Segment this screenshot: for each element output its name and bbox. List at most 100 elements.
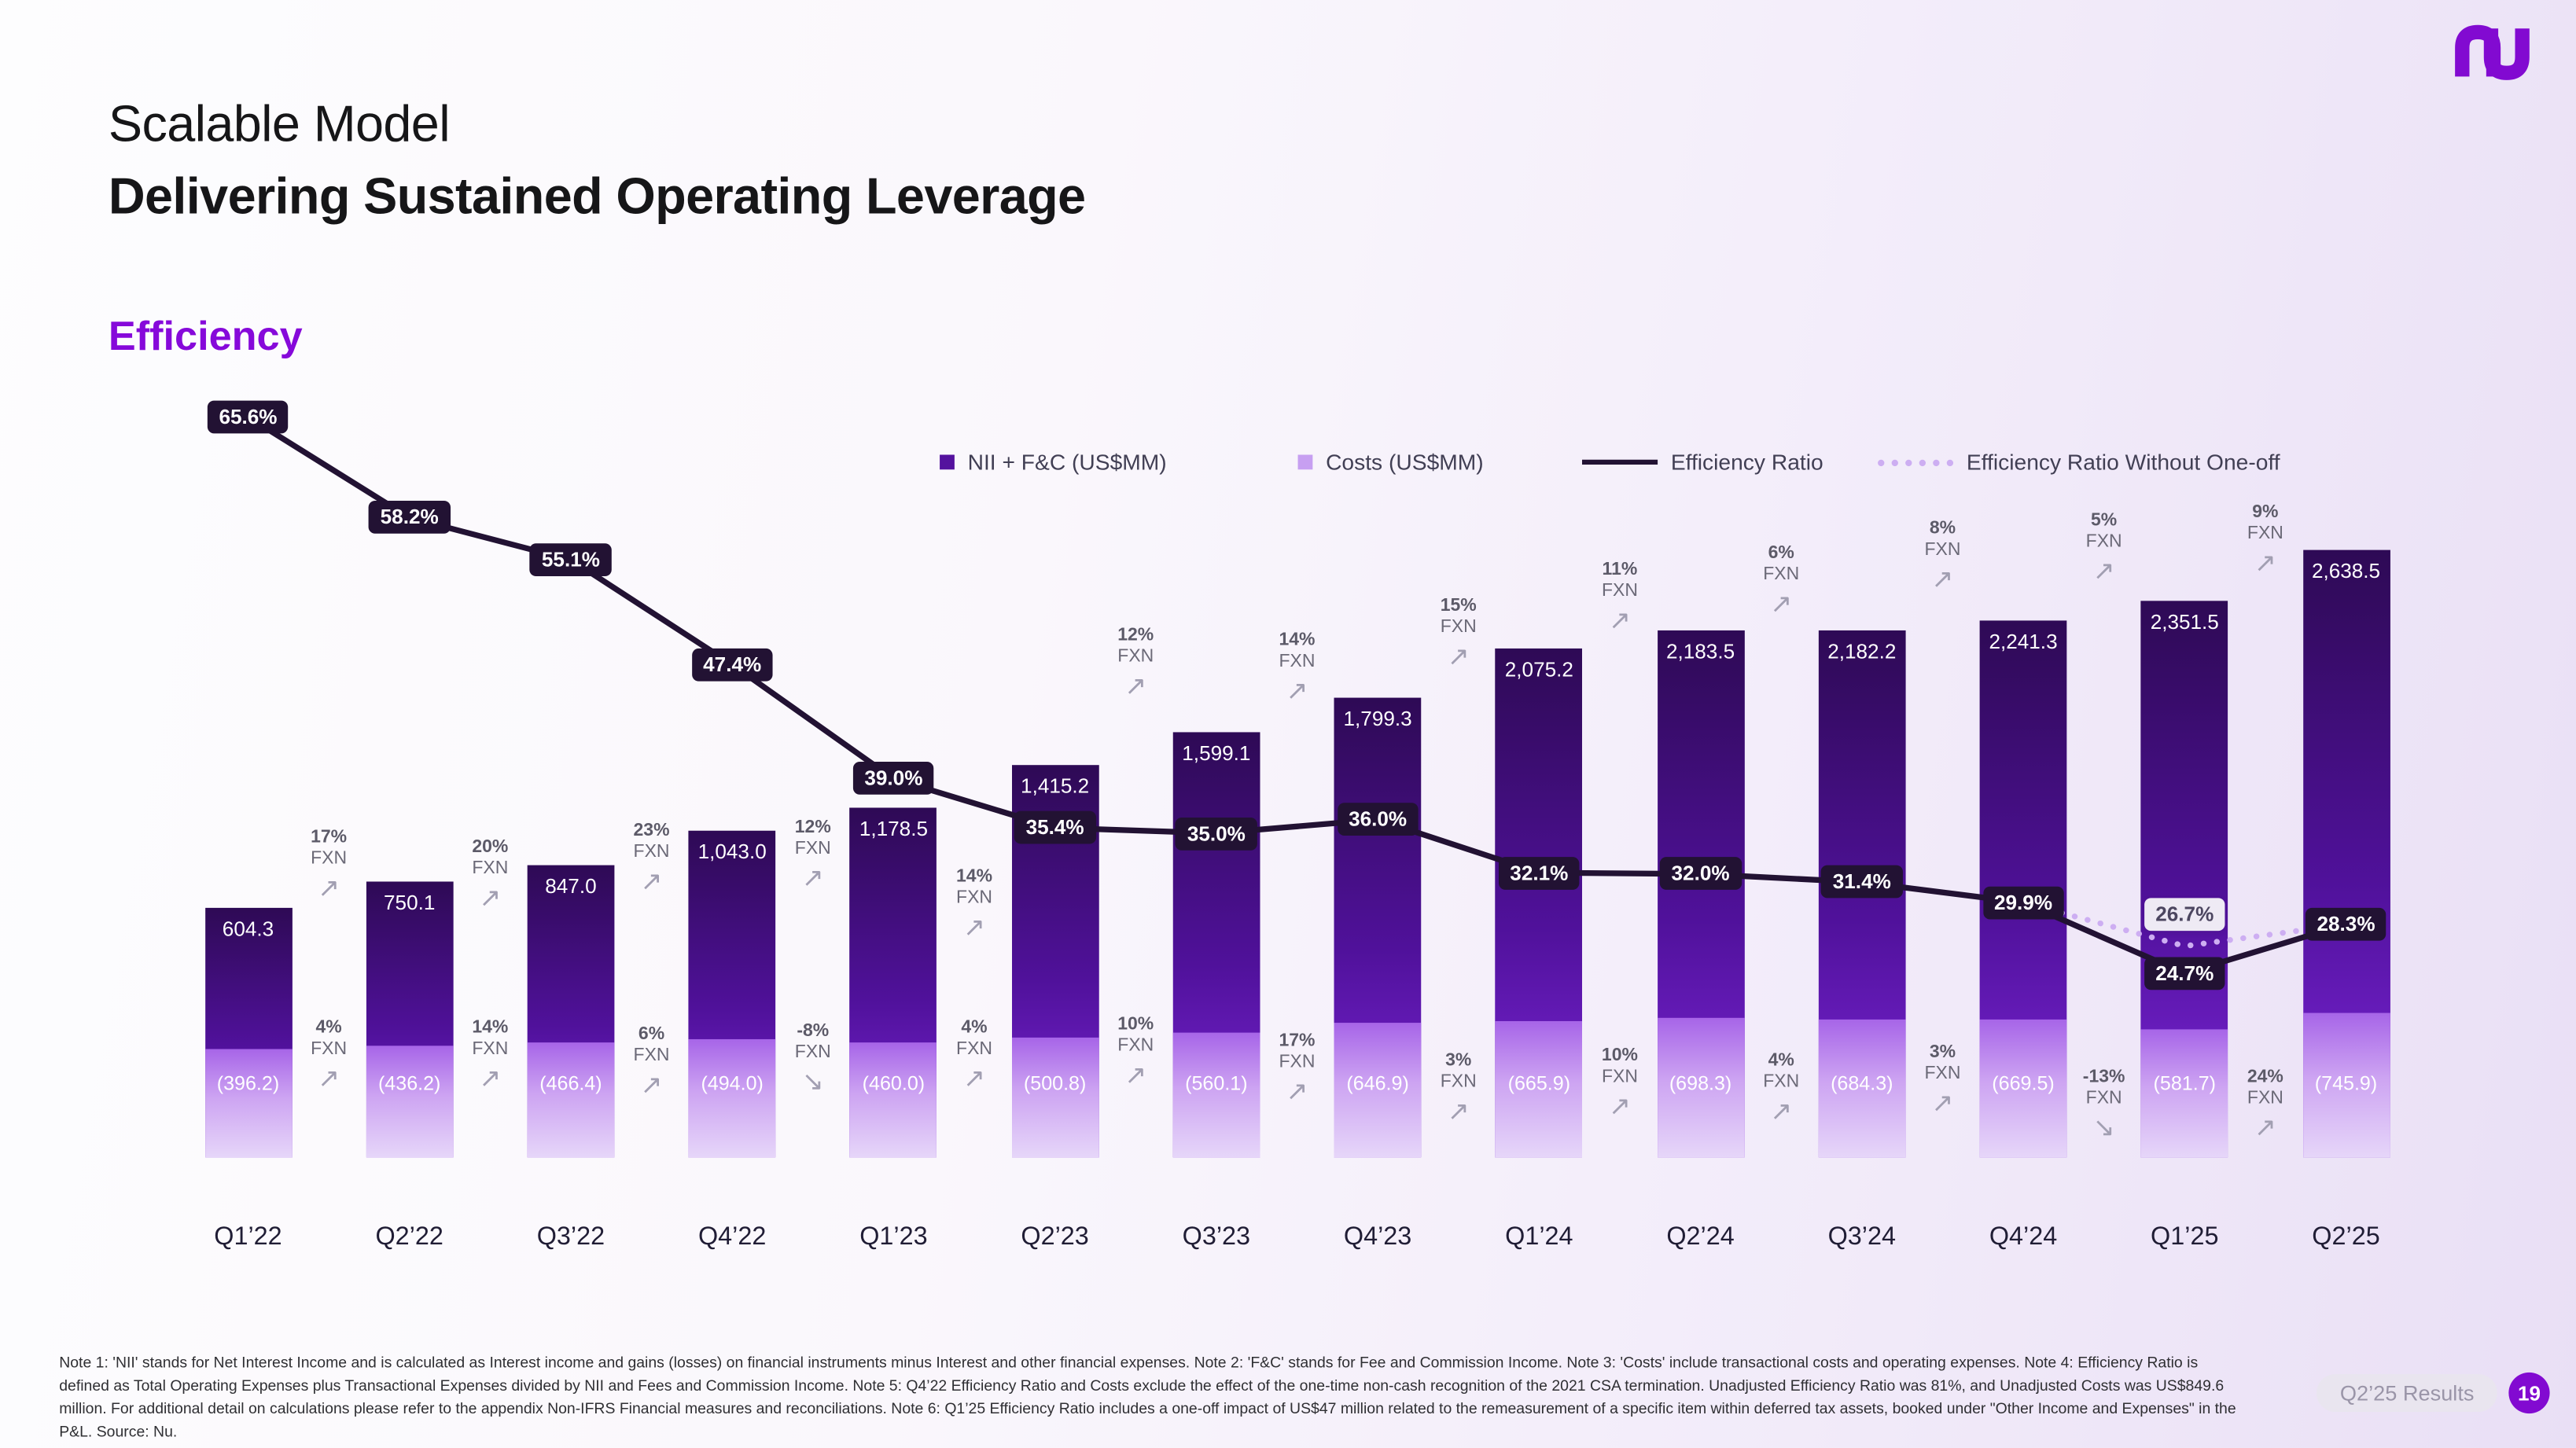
quarter-label: Q1’23 — [859, 1222, 928, 1251]
fxn-percent: 11% — [1602, 560, 1638, 580]
cost-value-label: (646.9) — [1346, 1071, 1409, 1095]
growth-arrow-icon: ↗ — [1931, 1086, 1954, 1119]
fxn-percent: 8% — [1929, 518, 1956, 538]
growth-arrow-icon: ↘ — [2092, 1111, 2115, 1143]
fxn-annotation: 4% FXN ↗ — [956, 1018, 992, 1092]
growth-arrow-icon: ↗ — [1931, 563, 1954, 595]
nii-value-label: 1,799.3 — [1343, 707, 1412, 731]
fxn-suffix: FXN — [472, 1038, 509, 1060]
fxn-suffix: FXN — [1601, 1067, 1638, 1087]
efficiency-ratio-label: 31.4% — [1821, 865, 1903, 899]
cost-bar — [1495, 1020, 1583, 1158]
growth-arrow-icon: ↗ — [1608, 604, 1631, 636]
cost-bar — [2140, 1029, 2228, 1158]
cost-value-label: (665.9) — [1507, 1071, 1571, 1095]
fxn-annotation: 6% FXN ↗ — [634, 1024, 670, 1098]
cost-value-label: (684.3) — [1831, 1071, 1893, 1095]
growth-arrow-icon: ↗ — [1286, 674, 1308, 707]
cost-value-label: (698.3) — [1669, 1071, 1732, 1095]
efficiency-ratio-label: 39.0% — [852, 762, 935, 796]
fxn-annotation: 14% FXN ↗ — [472, 1018, 508, 1092]
fxn-annotation: 17% FXN ↗ — [311, 828, 347, 902]
fxn-percent: 17% — [1279, 1031, 1316, 1051]
fxn-annotation: 12% FXN ↗ — [1117, 626, 1154, 700]
growth-arrow-icon: ↗ — [1770, 1094, 1793, 1126]
nii-value-label: 604.3 — [222, 917, 274, 941]
growth-arrow-icon: ↗ — [1124, 1059, 1147, 1090]
fxn-suffix: FXN — [1440, 1071, 1477, 1092]
fxn-suffix: FXN — [1117, 646, 1154, 667]
efficiency-ratio-label: 32.0% — [1659, 857, 1742, 891]
fxn-percent: 10% — [1117, 1014, 1154, 1035]
growth-arrow-icon: ↗ — [479, 1062, 502, 1093]
efficiency-ratio-label: 28.3% — [2305, 907, 2387, 941]
cost-bar — [850, 1042, 937, 1158]
fxn-percent: 6% — [1768, 543, 1794, 564]
fxn-suffix: FXN — [1117, 1035, 1154, 1056]
fxn-percent: 6% — [638, 1024, 665, 1045]
fxn-percent: 24% — [2247, 1067, 2283, 1087]
cost-value-label: (460.0) — [862, 1071, 926, 1095]
fxn-percent: 15% — [1440, 596, 1477, 616]
fxn-annotation: 5% FXN ↗ — [2086, 510, 2122, 584]
fxn-percent: 5% — [2091, 510, 2118, 531]
fxn-suffix: FXN — [794, 1042, 831, 1063]
fxn-percent: 3% — [1929, 1042, 1956, 1063]
cost-bar — [1818, 1018, 1906, 1158]
cost-value-label: (494.0) — [701, 1071, 764, 1095]
fxn-annotation: 14% FXN ↗ — [956, 867, 992, 941]
growth-arrow-icon: ↗ — [2092, 554, 2115, 586]
growth-arrow-icon: ↗ — [2254, 1111, 2276, 1143]
fxn-annotation: 14% FXN ↗ — [1279, 630, 1315, 704]
cost-bar — [527, 1042, 615, 1158]
growth-arrow-icon: ↗ — [1286, 1075, 1308, 1107]
nii-value-label: 2,638.5 — [2311, 560, 2381, 583]
fxn-annotation: 4% FXN ↗ — [1763, 1051, 1799, 1125]
fxn-percent: 14% — [1279, 630, 1316, 651]
quarter-label: Q2’23 — [1021, 1222, 1089, 1251]
nii-value-label: 1,178.5 — [859, 816, 928, 840]
quarter-label: Q3’24 — [1827, 1222, 1897, 1251]
quarter-label: Q2’24 — [1666, 1222, 1735, 1251]
efficiency-ratio-label: 32.1% — [1498, 856, 1581, 889]
fxn-annotation: 3% FXN ↗ — [1924, 1042, 1960, 1116]
fxn-suffix: FXN — [633, 1046, 670, 1066]
quarter-label: Q1’24 — [1505, 1222, 1573, 1251]
fxn-percent: 9% — [2252, 502, 2279, 523]
efficiency-ratio-label: 58.2% — [369, 501, 451, 535]
nii-value-label: 2,075.2 — [1504, 659, 1573, 682]
efficiency-ratio-label: 35.4% — [1014, 811, 1096, 844]
cost-bar — [1657, 1016, 1744, 1158]
fxn-annotation: 4% FXN ↗ — [311, 1018, 347, 1092]
quarter-label: Q4’22 — [697, 1222, 767, 1251]
cost-value-label: (669.5) — [1992, 1071, 2055, 1095]
cost-value-label: (500.8) — [1023, 1071, 1087, 1095]
quarter-label: Q3’22 — [536, 1222, 605, 1251]
fxn-annotation: 6% FXN ↗ — [1763, 543, 1799, 617]
nii-value-label: 2,183.5 — [1665, 640, 1735, 663]
cost-value-label: (581.7) — [2153, 1071, 2217, 1095]
cost-bar — [204, 1049, 292, 1158]
nu-logo — [2455, 24, 2530, 80]
growth-arrow-icon: ↗ — [1770, 587, 1793, 619]
growth-arrow-icon: ↗ — [318, 1062, 340, 1093]
fxn-suffix: FXN — [1279, 1052, 1316, 1072]
fxn-percent: 14% — [956, 866, 993, 887]
fxn-annotation: 8% FXN ↗ — [1924, 519, 1960, 593]
nii-value-label: 2,241.3 — [1989, 630, 2058, 653]
cost-value-label: (466.4) — [539, 1071, 602, 1095]
fxn-annotation: 24% FXN ↗ — [2247, 1067, 2283, 1141]
cost-bar — [1172, 1031, 1260, 1158]
fxn-suffix: FXN — [2085, 531, 2122, 552]
fxn-annotation: 17% FXN ↗ — [1279, 1031, 1315, 1105]
efficiency-ratio-label: 24.7% — [2144, 957, 2225, 990]
fxn-percent: 4% — [961, 1017, 988, 1038]
fxn-annotation: 11% FXN ↗ — [1602, 560, 1638, 634]
fxn-suffix: FXN — [2247, 1088, 2283, 1108]
cost-bar — [366, 1045, 454, 1158]
fxn-percent: 14% — [472, 1017, 509, 1038]
fxn-percent: 3% — [1445, 1050, 1472, 1071]
cost-value-label: (396.2) — [216, 1071, 280, 1095]
